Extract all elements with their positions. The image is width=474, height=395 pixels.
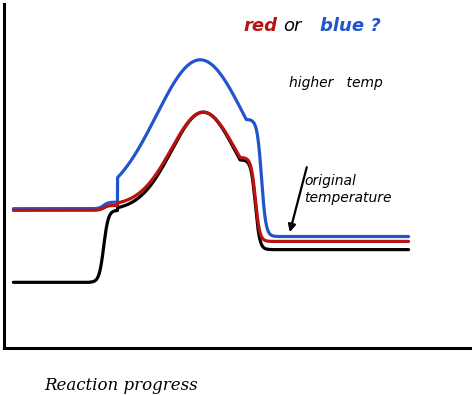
Text: blue ?: blue ? <box>320 17 381 35</box>
Text: higher   temp: higher temp <box>289 76 383 90</box>
Text: Reaction progress: Reaction progress <box>44 377 197 394</box>
Text: red: red <box>243 17 277 35</box>
Text: original
temperature: original temperature <box>304 174 392 205</box>
Text: or: or <box>283 17 301 35</box>
